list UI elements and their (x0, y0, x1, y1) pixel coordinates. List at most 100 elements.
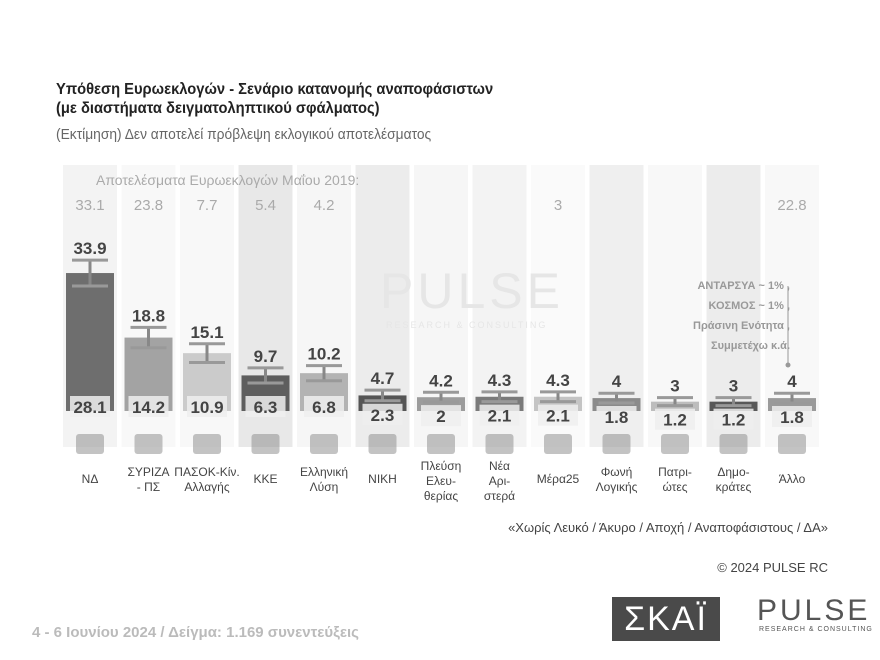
pulse-watermark: PULSE RESEARCH & CONSULTING (380, 262, 564, 330)
high-label: 4.3 (546, 371, 570, 390)
low-label: 1.2 (663, 411, 687, 430)
party-logo-icon (602, 434, 631, 454)
fieldwork-info: 4 - 6 Ιουνίου 2024 / Δείγμα: 1.169 συνεν… (32, 624, 359, 641)
high-label: 4 (787, 372, 797, 391)
annotation-line: Πράσινη Ενότητα , (693, 320, 790, 332)
high-label: 33.9 (73, 239, 106, 258)
category-label: Αρι- (489, 474, 511, 488)
low-label-bg (538, 404, 578, 426)
category-label: στερά (484, 489, 515, 503)
annotation-line: ΚΟΣΜΟΣ ~ 1% , (708, 300, 790, 312)
chart-subtitle: (Εκτίμηση) Δεν αποτελεί πρόβλεψη εκλογικ… (56, 126, 432, 143)
skai-logo: ΣΚΑΪ (612, 597, 720, 641)
high-label: 4.3 (488, 371, 512, 390)
high-label: 4.2 (429, 371, 453, 390)
low-label-bg (128, 396, 169, 417)
category-label: ΣΥΡΙΖΑ (127, 465, 169, 479)
low-label: 28.1 (73, 398, 106, 417)
low-label: 1.8 (780, 408, 804, 427)
low-label-bg (421, 405, 461, 427)
low-label-bg (772, 405, 812, 427)
party-logo-icon (427, 434, 455, 454)
category-label: κράτες (716, 480, 752, 494)
previous-2019-value: 4.2 (314, 197, 335, 214)
category-label: Πατρι- (658, 465, 692, 479)
high-label: 4.7 (371, 369, 395, 388)
previous-2019-value: 33.1 (75, 197, 104, 214)
bar-chart: 33.9 28.1 33.1 ΝΔ 18.8 14.2 23.8 ΣΥΡΙΖΑ- ΠΣ 15.1… (63, 165, 816, 503)
category-label: - ΠΣ (137, 480, 160, 494)
watermark-text: PULSE (380, 263, 564, 319)
category-label: Νέα (489, 459, 510, 473)
category-label: ΠΑΣΟΚ-Κίν. (174, 465, 239, 479)
high-label: 4 (612, 372, 622, 391)
low-label: 2.3 (371, 406, 395, 425)
high-label: 3 (670, 377, 679, 396)
category-label: Λύση (310, 480, 339, 494)
low-label-bg (304, 396, 344, 417)
bar (66, 273, 114, 411)
low-label-bg (362, 403, 403, 425)
category-label: Αλλαγής (184, 480, 229, 494)
low-label: 1.8 (605, 408, 629, 427)
category-label: Ελληνική (300, 465, 348, 479)
category-label: Πλεύση (421, 459, 462, 473)
pulse-logo: PULSE RESEARCH & CONSULTING (735, 594, 873, 634)
party-logo-icon (661, 434, 689, 454)
low-label: 6.3 (254, 398, 278, 417)
copyright: © 2024 PULSE RC (717, 560, 828, 575)
low-label: 2.1 (546, 407, 570, 426)
low-label: 6.8 (312, 398, 336, 417)
previous-2019-value: 7.7 (197, 197, 218, 214)
previous-2019-value: 22.8 (777, 197, 806, 214)
party-logo-icon (368, 434, 397, 454)
party-logo-icon (778, 434, 806, 454)
party-logo-icon (719, 434, 748, 454)
low-label-bg (479, 404, 520, 426)
low-label-bg (655, 408, 695, 430)
previous-2019-value: 3 (554, 197, 562, 214)
low-label-bg (70, 396, 110, 417)
high-label: 9.7 (254, 347, 278, 366)
category-label: Λογικής (596, 480, 638, 494)
party-logo-icon (193, 434, 221, 454)
previous-results-label: Αποτελέσματα Ευρωεκλογών Μαΐου 2019: (96, 172, 360, 188)
high-label: 18.8 (132, 306, 165, 325)
low-label: 14.2 (132, 398, 165, 417)
title-line-2: (με διαστήματα δειγματοληπτικού σφάλματο… (56, 100, 380, 117)
category-label: Δημο- (717, 465, 749, 479)
chart-title: Υπόθεση Ευρωεκλογών - Σενάριο κατανομής … (56, 80, 493, 118)
category-label: Φωνή (601, 465, 633, 479)
party-logo-icon (310, 434, 338, 454)
high-label: 15.1 (190, 323, 223, 342)
category-label: ΝΙΚΗ (368, 472, 397, 486)
pulse-logo-sub: RESEARCH & CONSULTING (759, 626, 873, 633)
pulse-logo-text: PULSE (757, 594, 871, 627)
party-logo-icon (134, 434, 163, 454)
high-label: 10.2 (307, 345, 340, 364)
low-label-bg (596, 405, 637, 427)
category-label: ΝΔ (82, 472, 99, 486)
low-label: 2.1 (488, 407, 512, 426)
low-label: 1.2 (722, 411, 746, 430)
exclusion-note: «Χωρίς Λευκό / Άκυρο / Αποχή / Αναποφάσι… (508, 520, 828, 535)
previous-2019-value: 5.4 (255, 197, 276, 214)
party-logo-icon (485, 434, 514, 454)
high-label: 3 (729, 377, 738, 396)
watermark-sub: RESEARCH & CONSULTING (386, 320, 548, 330)
party-logo-icon (251, 434, 280, 454)
category-label: ΚΚΕ (253, 472, 277, 486)
party-logo-icon (76, 434, 104, 454)
low-label: 10.9 (190, 398, 223, 417)
category-label: ώτες (662, 480, 687, 494)
annotation-line: ΑΝΤΑΡΣΥΑ ~ 1% , (697, 280, 790, 292)
annotation-line: Συμμετέχω κ.ά. (710, 340, 790, 352)
party-logo-icon (544, 434, 572, 454)
previous-2019-value: 23.8 (134, 197, 163, 214)
low-label-bg (713, 408, 754, 430)
category-label: Ελευ- (426, 474, 456, 488)
category-label: Άλλο (779, 472, 806, 486)
other-annotation: ΑΝΤΑΡΣΥΑ ~ 1% , ΚΟΣΜΟΣ ~ 1% , Πράσινη Εν… (680, 276, 790, 356)
low-label: 2 (436, 407, 445, 426)
